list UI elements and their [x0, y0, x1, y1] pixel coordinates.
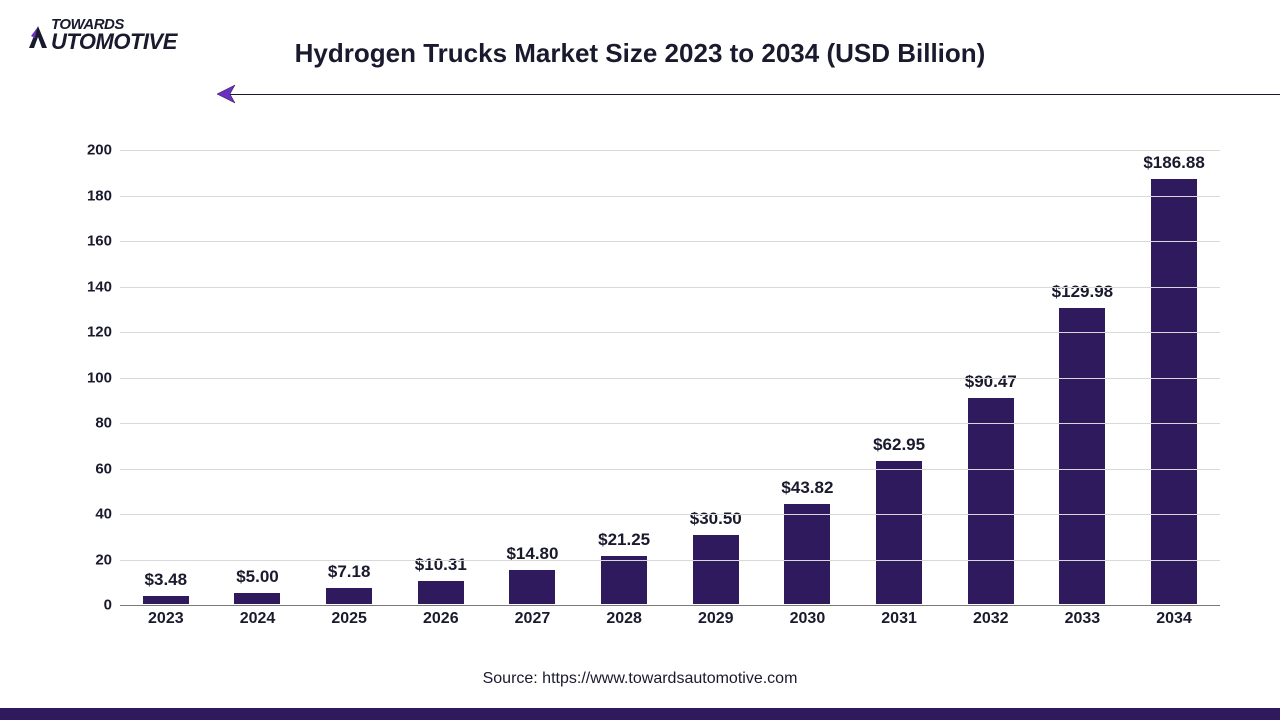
y-tick-label: 20 [72, 551, 112, 568]
bar-value-label: $21.25 [598, 530, 650, 550]
y-tick-label: 60 [72, 460, 112, 477]
bar-value-label: $62.95 [873, 435, 925, 455]
x-tick-label: 2027 [487, 610, 579, 628]
gridline [120, 332, 1220, 333]
gridline [120, 469, 1220, 470]
gridline [120, 241, 1220, 242]
x-axis: 2023202420252026202720282029203020312032… [120, 610, 1220, 628]
x-tick-label: 2033 [1037, 610, 1129, 628]
gridline [120, 196, 1220, 197]
bar-slot: $43.82 [762, 504, 854, 604]
bar-slot: $3.48 [120, 596, 212, 604]
bar-rect [693, 535, 739, 604]
bar-slot: $90.47 [945, 398, 1037, 604]
y-tick-label: 40 [72, 506, 112, 523]
x-tick-label: 2026 [395, 610, 487, 628]
chart-title: Hydrogen Trucks Market Size 2023 to 2034… [0, 38, 1280, 69]
bar-rect [143, 596, 189, 604]
plot-area: $3.48$5.00$7.18$10.31$14.80$21.25$30.50$… [120, 150, 1220, 605]
x-tick-label: 2025 [303, 610, 395, 628]
y-tick-label: 0 [72, 597, 112, 614]
footer-bar [0, 708, 1280, 720]
y-tick-label: 100 [72, 369, 112, 386]
y-tick-label: 200 [72, 142, 112, 159]
bar-value-label: $14.80 [506, 544, 558, 564]
gridline [120, 423, 1220, 424]
bar-rect [326, 588, 372, 604]
bar-value-label: $7.18 [328, 562, 371, 582]
x-tick-label: 2034 [1128, 610, 1220, 628]
y-tick-label: 180 [72, 187, 112, 204]
bar-slot: $21.25 [578, 556, 670, 604]
bar-slot: $10.31 [395, 581, 487, 604]
x-tick-label: 2032 [945, 610, 1037, 628]
gridline [120, 560, 1220, 561]
bar-value-label: $186.88 [1143, 153, 1204, 173]
x-tick-label: 2031 [853, 610, 945, 628]
bar-value-label: $5.00 [236, 567, 279, 587]
y-tick-label: 120 [72, 324, 112, 341]
bar-value-label: $10.31 [415, 555, 467, 575]
bar-slot: $186.88 [1128, 179, 1220, 604]
bar-value-label: $3.48 [145, 570, 188, 590]
bar-slot: $30.50 [670, 535, 762, 604]
x-tick-label: 2029 [670, 610, 762, 628]
y-tick-label: 80 [72, 415, 112, 432]
bars-container: $3.48$5.00$7.18$10.31$14.80$21.25$30.50$… [120, 149, 1220, 604]
bar-rect [784, 504, 830, 604]
gridline [120, 378, 1220, 379]
bar-value-label: $30.50 [690, 509, 742, 529]
bar-rect [1151, 179, 1197, 604]
x-tick-label: 2024 [212, 610, 304, 628]
bar-value-label: $90.47 [965, 372, 1017, 392]
x-tick-label: 2030 [762, 610, 854, 628]
y-tick-label: 160 [72, 233, 112, 250]
bar-slot: $62.95 [853, 461, 945, 604]
bar-rect [601, 556, 647, 604]
arrow-left-icon [215, 82, 239, 111]
bar-value-label: $129.98 [1052, 282, 1113, 302]
bar-value-label: $43.82 [781, 478, 833, 498]
bar-rect [968, 398, 1014, 604]
source-text: Source: https://www.towardsautomotive.co… [0, 670, 1280, 688]
bar-rect [509, 570, 555, 604]
bar-slot: $7.18 [303, 588, 395, 604]
divider-line [230, 94, 1280, 95]
y-tick-label: 140 [72, 278, 112, 295]
bar-chart: $3.48$5.00$7.18$10.31$14.80$21.25$30.50$… [70, 150, 1250, 620]
bar-rect [876, 461, 922, 604]
bar-slot: $14.80 [487, 570, 579, 604]
gridline [120, 287, 1220, 288]
x-tick-label: 2028 [578, 610, 670, 628]
bar-slot: $5.00 [212, 593, 304, 604]
gridline [120, 514, 1220, 515]
gridline [120, 150, 1220, 151]
bar-rect [234, 593, 280, 604]
bar-rect [418, 581, 464, 604]
x-tick-label: 2023 [120, 610, 212, 628]
gridline [120, 605, 1220, 606]
